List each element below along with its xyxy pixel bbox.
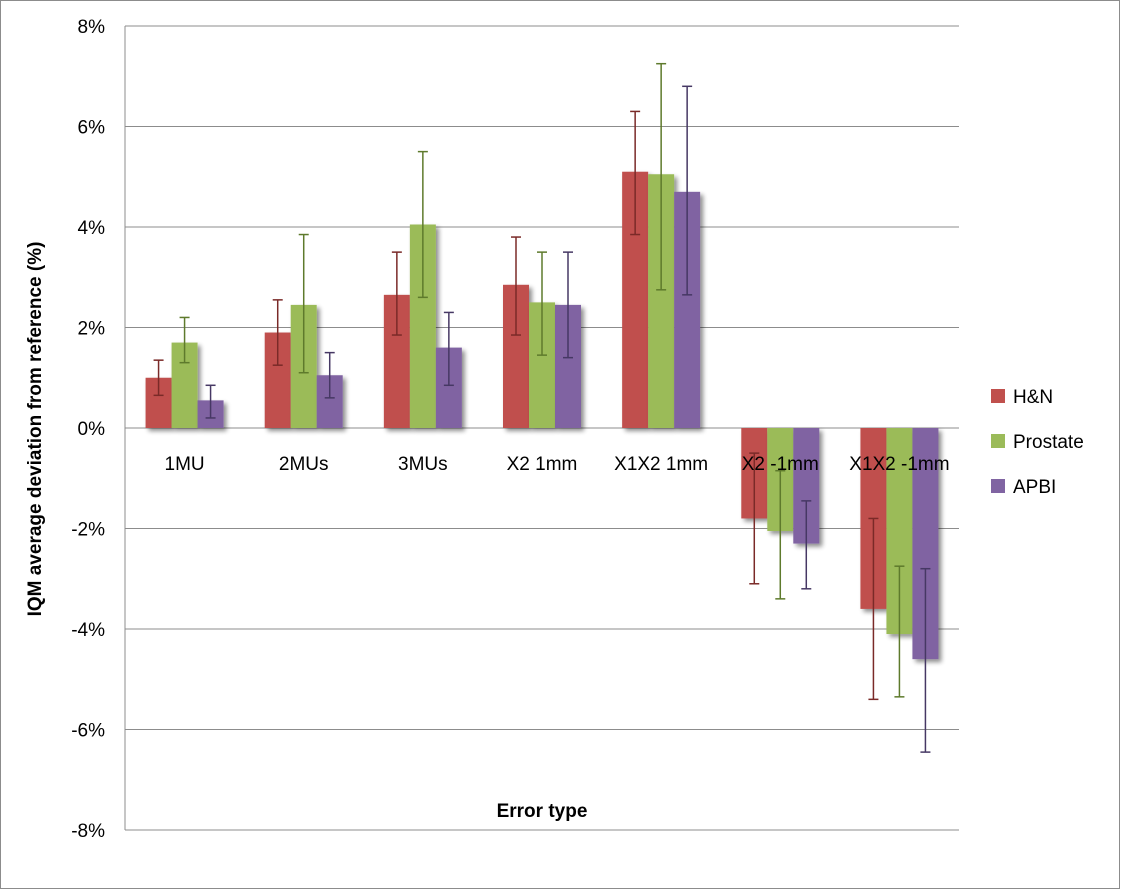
bars: [145, 171, 939, 660]
error-bar: [801, 500, 812, 590]
x-category-label: 2MUs: [279, 454, 329, 475]
legend-item: APBI: [991, 477, 1056, 498]
y-tick-label: 0%: [78, 419, 106, 440]
error-bar: [324, 351, 335, 399]
x-category-label: 1MU: [165, 454, 205, 475]
error-bars: [153, 62, 931, 753]
legend-label: APBI: [1013, 477, 1056, 498]
legend-label: Prostate: [1013, 432, 1084, 453]
x-category-label: X2 1mm: [507, 454, 578, 475]
x-category-label: 3MUs: [398, 454, 448, 475]
error-bar: [894, 565, 905, 698]
error-bar: [656, 62, 667, 291]
y-tick-label: 4%: [78, 218, 106, 239]
error-bar: [511, 236, 521, 336]
x-axis-categories: 1MU 2MUs 3MUs X2 1mm X1X2 1mm X2 -1mm X1X2 -1m…: [165, 454, 950, 475]
error-bar: [417, 150, 428, 299]
error-bar: [205, 384, 216, 419]
y-axis-ticks: -8% -6% -4% -2% 0% 2% 4% 6% 8%: [71, 17, 105, 842]
error-bar: [537, 251, 547, 356]
legend-swatch: [991, 479, 1005, 493]
error-bar: [443, 311, 454, 387]
y-tick-label: 2%: [78, 319, 106, 340]
error-bar: [749, 452, 760, 585]
legend-swatch: [991, 434, 1005, 448]
error-bar: [298, 233, 309, 374]
error-bar: [920, 567, 931, 753]
y-tick-label: -6%: [71, 721, 105, 742]
y-axis-title: IQM average deviation from reference (%): [25, 242, 46, 617]
y-tick-label: -2%: [71, 520, 105, 541]
y-tick-label: 6%: [78, 118, 106, 139]
legend-label: H&N: [1013, 387, 1053, 408]
error-bar: [868, 517, 879, 701]
x-axis-title: Error type: [497, 801, 588, 822]
y-tick-label: 8%: [78, 17, 106, 38]
error-bar: [272, 299, 283, 366]
error-bar: [630, 110, 641, 236]
error-bar: [179, 316, 190, 364]
legend: H&N Prostate APBI: [991, 387, 1084, 498]
y-tick-label: -8%: [71, 821, 105, 842]
x-category-label: X1X2 1mm: [614, 454, 708, 475]
error-bar: [153, 359, 164, 397]
error-bar: [775, 469, 786, 600]
legend-item: Prostate: [991, 432, 1084, 453]
x-category-label: X2 -1mm: [742, 454, 819, 475]
error-bar: [391, 251, 402, 336]
legend-swatch: [991, 389, 1005, 403]
error-bar: [563, 251, 573, 359]
y-tick-label: -4%: [71, 620, 105, 641]
x-category-label: X1X2 -1mm: [849, 454, 949, 475]
legend-item: H&N: [991, 387, 1053, 408]
error-bar: [682, 85, 693, 296]
